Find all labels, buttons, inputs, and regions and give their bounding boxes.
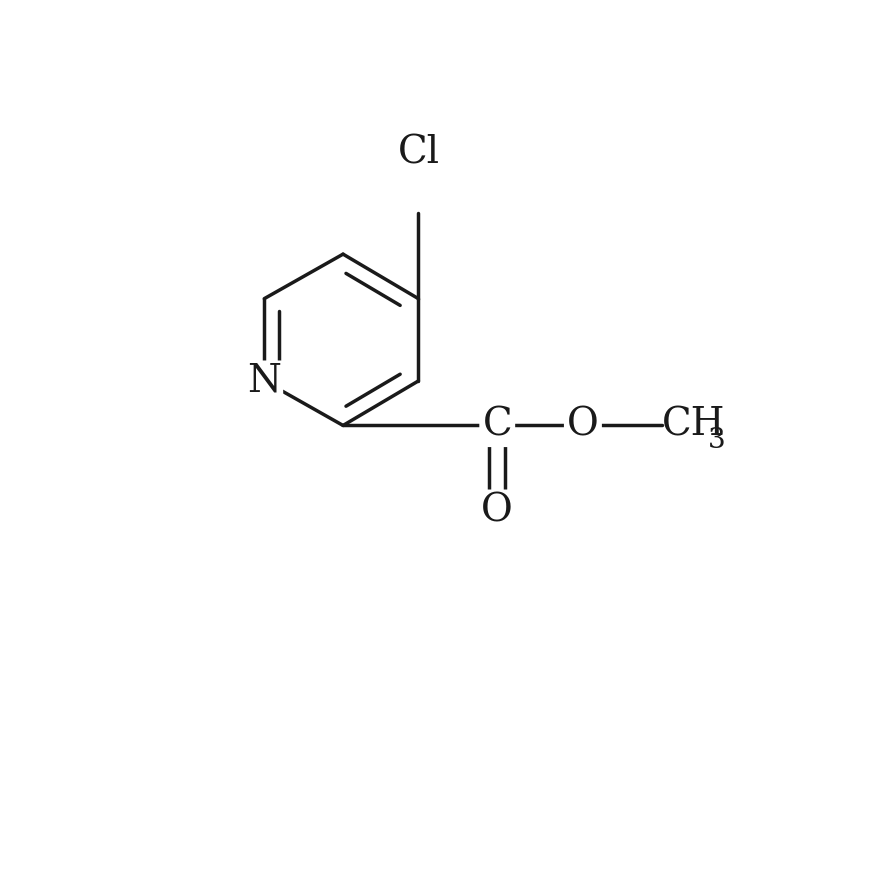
Text: N: N: [247, 362, 281, 400]
Text: O: O: [481, 493, 514, 530]
Text: 3: 3: [708, 427, 726, 454]
Text: O: O: [567, 407, 599, 444]
Text: C: C: [482, 407, 512, 444]
Text: CH: CH: [662, 407, 725, 444]
Text: Cl: Cl: [398, 135, 440, 172]
